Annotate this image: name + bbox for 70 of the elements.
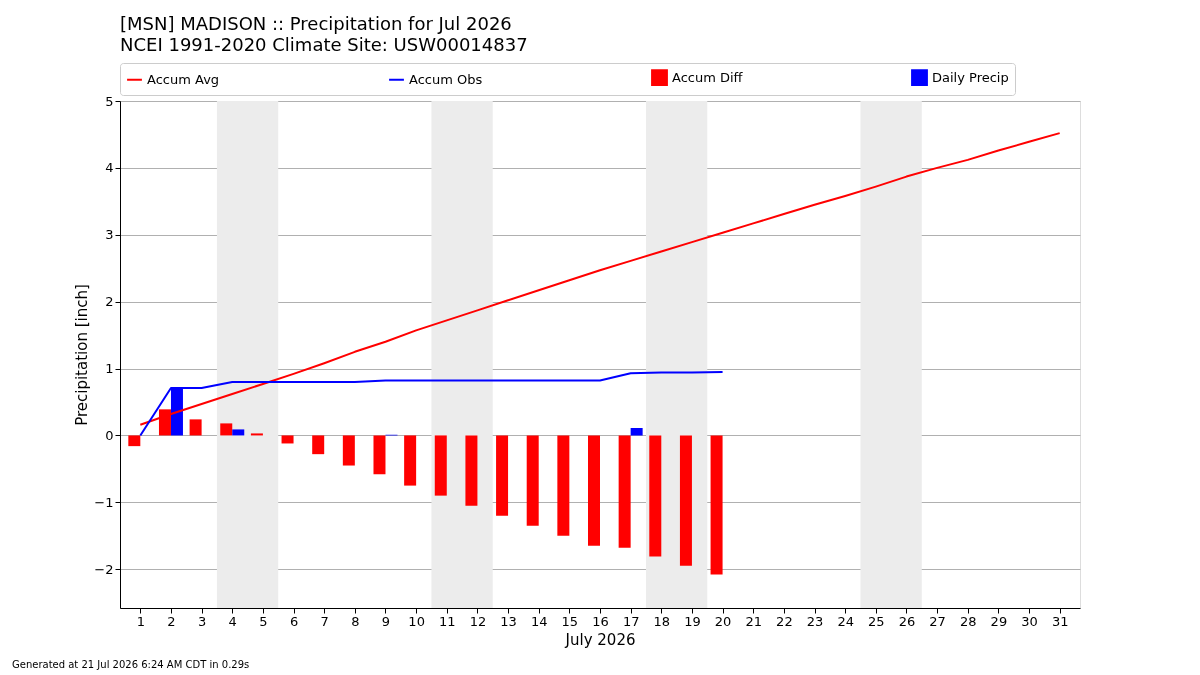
x-tick-label: 2	[167, 613, 176, 629]
bar	[557, 435, 570, 536]
x-tick-label: 8	[351, 613, 360, 629]
y-tick-label: 4	[105, 160, 114, 176]
x-tick-label: 18	[653, 613, 671, 629]
line-series	[139, 370, 724, 437]
bar	[710, 435, 723, 575]
bar	[618, 435, 631, 548]
bar	[496, 435, 509, 516]
x-tick-label: 15	[561, 613, 579, 629]
bar	[342, 435, 355, 466]
x-tick-label: 31	[1051, 613, 1069, 629]
x-tick-label: 16	[592, 613, 609, 629]
x-tick-label: 24	[837, 613, 854, 629]
bar	[526, 435, 539, 526]
bar	[630, 428, 643, 436]
y-tick-label: −2	[94, 561, 114, 577]
y-tick-label: 3	[105, 227, 114, 243]
bar	[250, 433, 263, 436]
x-tick-label: 25	[868, 613, 885, 629]
x-tick-label: 19	[684, 613, 701, 629]
x-tick-label: 1	[136, 613, 145, 629]
x-tick-label: 30	[1021, 613, 1038, 629]
x-tick-label: 17	[622, 613, 640, 629]
bar	[128, 435, 141, 447]
x-tick-label: 7	[320, 613, 329, 629]
text: Generated at 21 Jul 2026 6:24 AM CDT in 0.29s	[12, 659, 250, 670]
x-tick-label: 6	[289, 613, 299, 629]
legend-label: Accum Diff	[672, 69, 744, 85]
bar	[404, 435, 417, 486]
x-tick-label: 23	[806, 613, 824, 629]
y-tick-label: 1	[105, 361, 114, 377]
legend-label: Accum Avg	[147, 71, 220, 87]
bar	[434, 435, 447, 496]
x-tick-label: 5	[259, 613, 268, 629]
x-tick-label: 21	[745, 613, 762, 629]
bar	[189, 419, 202, 436]
chart-title: [MSN] MADISON :: Precipitation for Jul 2026	[120, 12, 512, 34]
y-tick-label: 5	[105, 93, 114, 109]
legend-label: Accum Obs	[409, 71, 483, 87]
x-axis-title: July 2026	[564, 630, 636, 649]
bar	[220, 423, 233, 436]
x-tick-label: 11	[439, 613, 456, 629]
y-tick-label: −1	[94, 494, 114, 510]
bar	[588, 435, 600, 546]
x-tick-label: 29	[990, 613, 1008, 629]
x-tick-label: 3	[197, 613, 207, 629]
x-tick-label: 20	[714, 613, 732, 629]
bar	[281, 435, 294, 444]
x-tick-label: 13	[500, 613, 517, 629]
bar	[465, 435, 478, 506]
chart-subtitle: NCEI 1991-2020 Climate Site: USW00014837	[120, 33, 528, 55]
x-tick-label: 27	[929, 613, 946, 629]
x-tick-label: 26	[898, 613, 916, 629]
x-tick-label: 14	[530, 613, 548, 629]
bar	[373, 435, 386, 475]
x-tick-label: 9	[381, 613, 391, 629]
bar	[649, 435, 662, 557]
legend-label: Daily Precip	[932, 69, 1009, 85]
x-tick-label: 10	[408, 613, 425, 629]
x-tick-label: 12	[469, 613, 487, 629]
x-tick-label: 22	[776, 613, 793, 629]
bar	[232, 429, 245, 436]
x-tick-label: 4	[228, 613, 237, 629]
y-tick-label: 0	[105, 427, 114, 443]
bar	[312, 435, 325, 455]
y-tick-label: 2	[105, 294, 114, 310]
x-tick-label: 28	[959, 613, 977, 629]
y-axis-title: Precipitation [inch]	[73, 284, 92, 426]
bar	[679, 435, 692, 566]
